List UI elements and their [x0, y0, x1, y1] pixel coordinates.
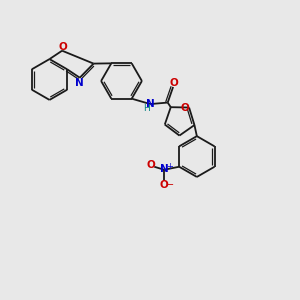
Text: N: N — [75, 77, 84, 88]
Text: N: N — [160, 164, 169, 174]
Text: O: O — [58, 41, 67, 52]
Text: O: O — [181, 103, 189, 112]
Text: O: O — [147, 160, 156, 170]
Text: +: + — [166, 162, 173, 171]
Text: −: − — [166, 180, 174, 190]
Text: O: O — [160, 180, 169, 190]
Text: H: H — [143, 104, 150, 113]
Text: N: N — [146, 99, 155, 109]
Text: O: O — [169, 78, 178, 88]
